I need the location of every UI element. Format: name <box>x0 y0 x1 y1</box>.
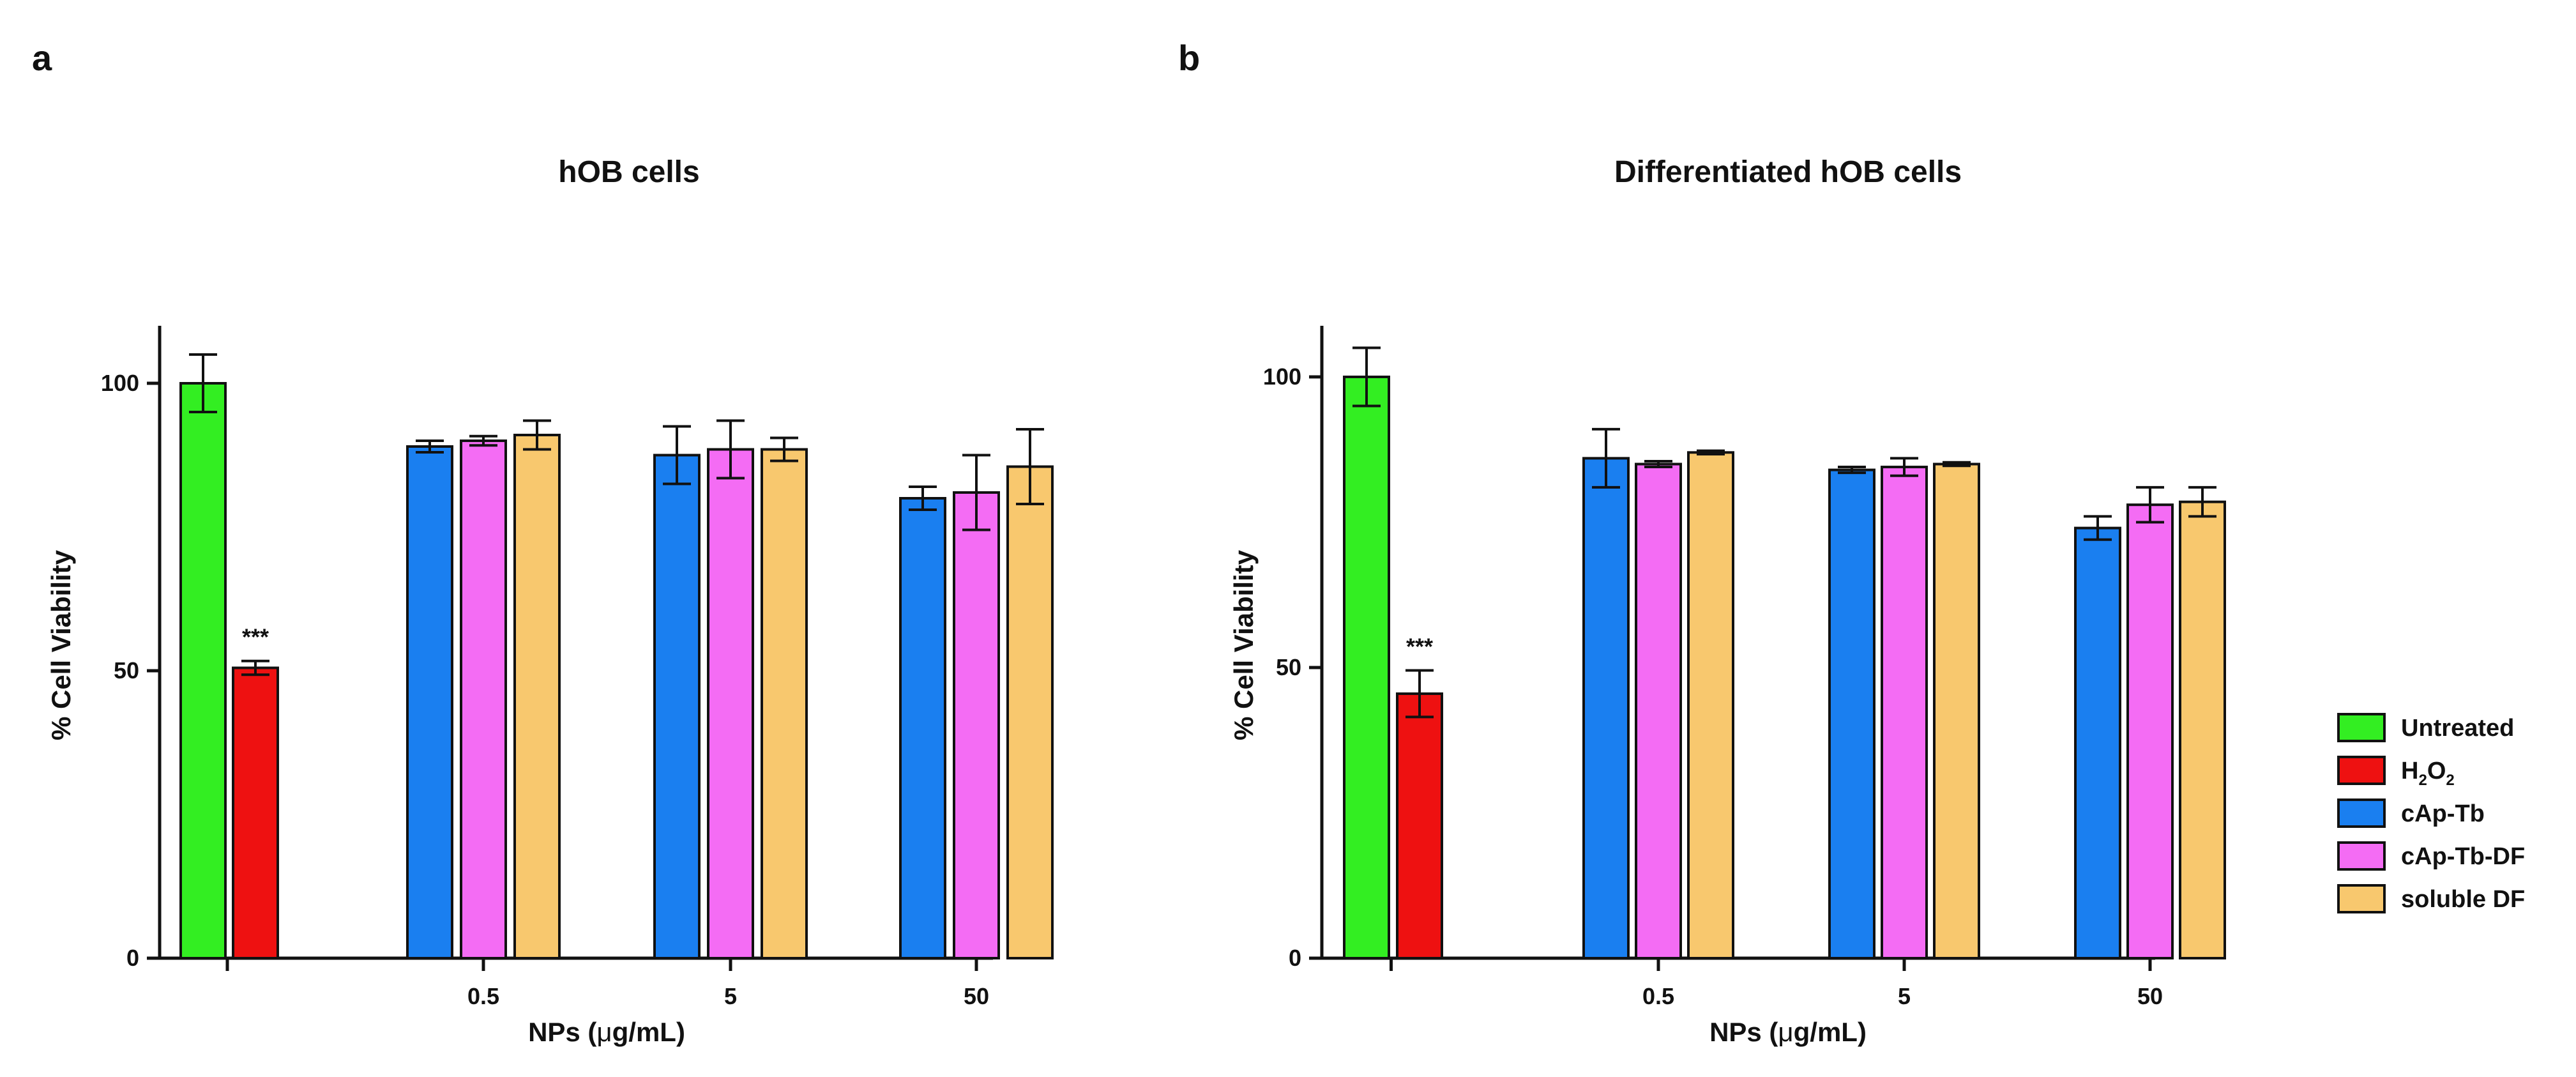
bar-soluble-df <box>1933 462 1980 959</box>
x-axis-title-suffix: g/mL) <box>612 1017 685 1047</box>
legend-h: H <box>2401 758 2418 784</box>
legend-swatch-cap-tb <box>2337 798 2386 828</box>
bar-untreated <box>1343 376 1390 959</box>
bar-cap-tb-df <box>953 491 1000 959</box>
panel-b: b Differentiated hOB cells 0 50 100 % Cell Vi… <box>1178 38 2226 1047</box>
bar-soluble-df <box>1006 465 1054 959</box>
bar-soluble-df <box>761 448 808 959</box>
bar-cap-tb <box>1582 457 1630 959</box>
x-tick-label: 0.5 <box>467 983 499 1009</box>
legend-sub: 2 <box>2446 772 2454 789</box>
x-tick-label: 0.5 <box>1642 983 1674 1009</box>
bar-cap-tb-df <box>2126 503 2174 959</box>
bar-cap-tb <box>406 445 453 959</box>
bar-soluble-df <box>2179 500 2226 959</box>
chart-title: hOB cells <box>558 155 699 189</box>
bar-cap-tb-df <box>707 448 754 959</box>
chart-title: Differentiated hOB cells <box>1614 155 1962 189</box>
significance-marker: *** <box>1406 634 1433 660</box>
y-tick-label: 50 <box>1276 654 1301 680</box>
y-tick-label: 100 <box>1263 363 1301 390</box>
legend-swatch-h2o2 <box>2337 756 2386 785</box>
legend-o: O <box>2427 758 2446 784</box>
bar-soluble-df <box>513 434 561 959</box>
bar-h2o2 <box>232 666 279 959</box>
x-tick-label: 50 <box>964 983 989 1009</box>
x-axis-title-suffix: g/mL) <box>1794 1017 1867 1047</box>
bar-cap-tb-df <box>1881 466 1928 959</box>
legend-swatch-cap-tb-df <box>2337 841 2386 871</box>
legend-label: H2O2 <box>2401 758 2455 789</box>
x-tick-label: 5 <box>724 983 737 1009</box>
y-axis-title: % Cell Viability <box>1229 549 1259 740</box>
y-tick-label: 50 <box>114 657 139 684</box>
bar-cap-tb-df <box>1635 462 1682 959</box>
legend-label: cAp-Tb-DF <box>2401 843 2525 870</box>
panel-letter: b <box>1178 38 1200 78</box>
legend-swatch-untreated <box>2337 713 2386 742</box>
bar-cap-tb <box>899 497 946 959</box>
significance-marker: *** <box>242 624 269 650</box>
panel-a: a hOB cells 0 50 100 % Cell Viability *** 0.5 5 5… <box>32 38 1054 1047</box>
x-axis-title-mu: μ <box>1778 1017 1793 1047</box>
x-axis-title-prefix: NPs ( <box>528 1017 596 1047</box>
bar-cap-tb <box>653 454 701 959</box>
panel-letter: a <box>32 38 52 78</box>
legend-label: cAp-Tb <box>2401 800 2485 827</box>
bar-soluble-df <box>1687 451 1734 959</box>
y-tick-label: 0 <box>126 945 139 971</box>
bar-cap-tb <box>2074 526 2121 959</box>
legend-swatch-soluble-df <box>2337 884 2386 913</box>
y-axis-title: % Cell Viability <box>46 549 76 740</box>
legend-label: soluble DF <box>2401 886 2525 913</box>
bar-cap-tb <box>1828 468 1875 959</box>
x-tick-label: 50 <box>2137 983 2163 1009</box>
legend-sub: 2 <box>2418 772 2427 789</box>
bar-untreated <box>179 382 227 959</box>
bar-cap-tb-df <box>460 439 507 959</box>
legend-label: Untreated <box>2401 715 2514 742</box>
bar-h2o2 <box>1396 692 1443 959</box>
y-tick-label: 0 <box>1289 945 1301 971</box>
y-tick-label: 100 <box>101 370 139 396</box>
x-axis-title-mu: μ <box>596 1017 612 1047</box>
x-axis-title: NPs (μg/mL) <box>1709 1017 1867 1047</box>
x-axis-title-prefix: NPs ( <box>1709 1017 1778 1047</box>
x-axis-title: NPs (μg/mL) <box>528 1017 685 1047</box>
x-tick-label: 5 <box>1898 983 1911 1009</box>
